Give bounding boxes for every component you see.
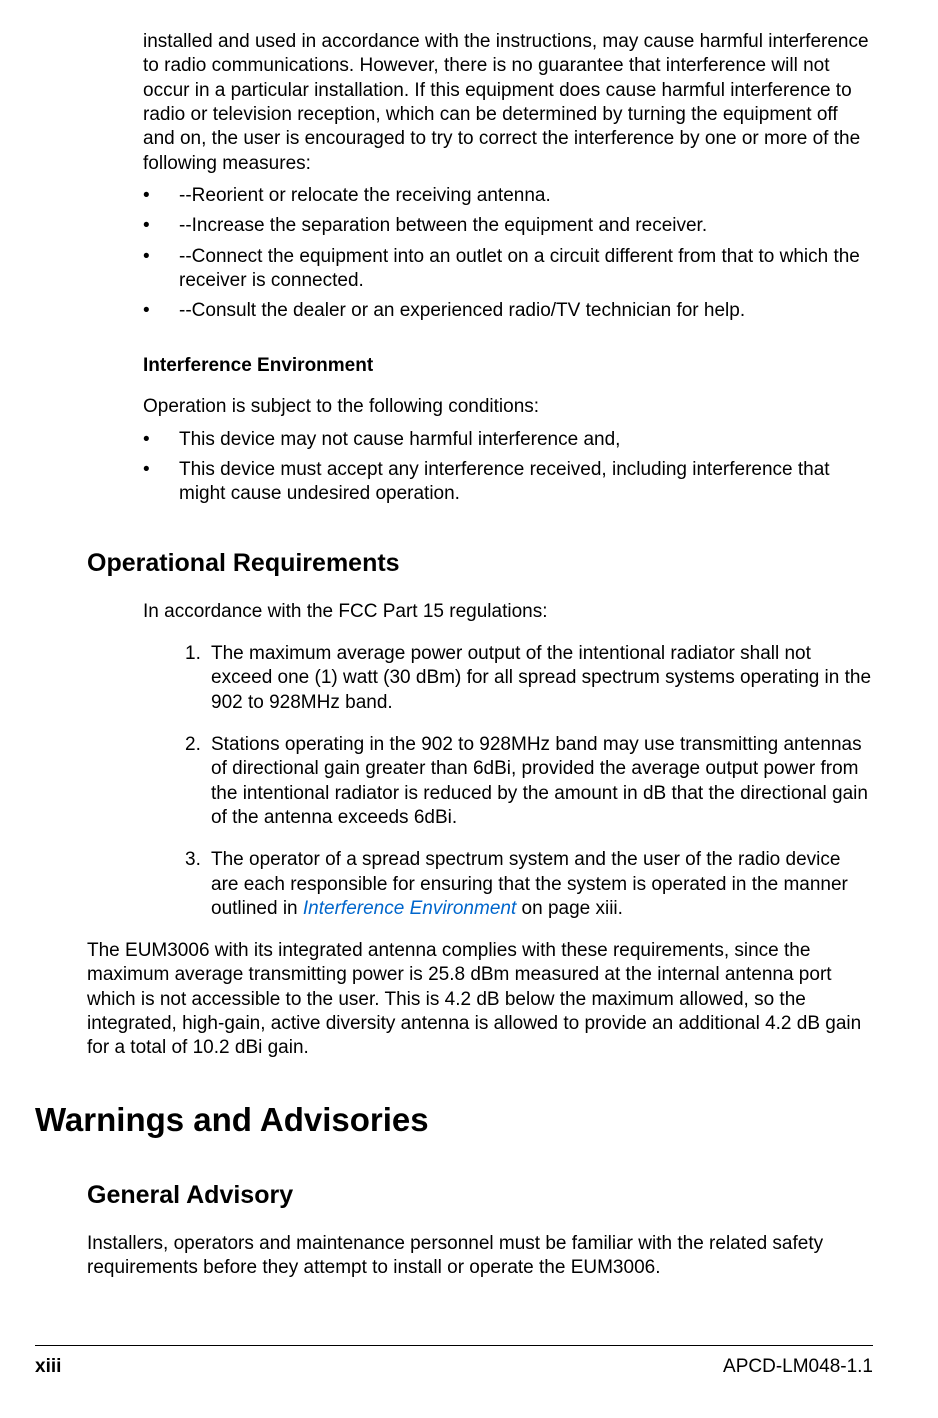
list-item-text: --Increase the separation between the eq… bbox=[179, 214, 873, 238]
list-item: 2.Stations operating in the 902 to 928MH… bbox=[185, 733, 873, 830]
bullet-icon: • bbox=[143, 214, 179, 238]
interference-intro: Operation is subject to the following co… bbox=[143, 395, 873, 419]
list-item-text: Stations operating in the 902 to 928MHz … bbox=[211, 733, 873, 830]
list-item: 1.The maximum average power output of th… bbox=[185, 642, 873, 715]
list-item-text: --Reorient or relocate the receiving ant… bbox=[179, 184, 873, 208]
list-item: 3.The operator of a spread spectrum syst… bbox=[185, 848, 873, 921]
op-req-closing-paragraph: The EUM3006 with its integrated antenna … bbox=[87, 939, 873, 1061]
footer-rule bbox=[35, 1345, 873, 1346]
list-number: 2. bbox=[185, 733, 211, 830]
list-item: •--Reorient or relocate the receiving an… bbox=[143, 184, 873, 208]
document-id: APCD-LM048-1.1 bbox=[723, 1356, 873, 1378]
bullet-icon: • bbox=[143, 428, 179, 452]
measures-list: •--Reorient or relocate the receiving an… bbox=[143, 184, 873, 324]
general-advisory-heading: General Advisory bbox=[87, 1181, 873, 1210]
list-item-text: --Connect the equipment into an outlet o… bbox=[179, 245, 873, 294]
list-item-text: The operator of a spread spectrum system… bbox=[211, 848, 873, 921]
page-content: installed and used in accordance with th… bbox=[0, 0, 938, 1280]
op-req-numbered-list: 1.The maximum average power output of th… bbox=[185, 642, 873, 921]
list-item: •--Increase the separation between the e… bbox=[143, 214, 873, 238]
page-footer: xiii APCD-LM048-1.1 bbox=[0, 1345, 938, 1378]
interference-environment-link[interactable]: Interference Environment bbox=[303, 898, 516, 919]
list-item-text: This device may not cause harmful interf… bbox=[179, 428, 873, 452]
list-item: •This device must accept any interferenc… bbox=[143, 458, 873, 507]
list-item-text: --Consult the dealer or an experienced r… bbox=[179, 299, 873, 323]
warnings-advisories-heading: Warnings and Advisories bbox=[35, 1101, 873, 1139]
op-req-intro: In accordance with the FCC Part 15 regul… bbox=[143, 600, 873, 624]
list-item: •This device may not cause harmful inter… bbox=[143, 428, 873, 452]
list-item: •--Consult the dealer or an experienced … bbox=[143, 299, 873, 323]
list-item: •--Connect the equipment into an outlet … bbox=[143, 245, 873, 294]
list-item-text: The maximum average power output of the … bbox=[211, 642, 873, 715]
page-number: xiii bbox=[35, 1356, 61, 1378]
interference-conditions-list: •This device may not cause harmful inter… bbox=[143, 428, 873, 507]
bullet-icon: • bbox=[143, 184, 179, 208]
op-req-item3-post: on page xiii. bbox=[516, 898, 623, 919]
bullet-icon: • bbox=[143, 458, 179, 507]
interference-environment-heading: Interference Environment bbox=[143, 355, 873, 377]
bullet-icon: • bbox=[143, 245, 179, 294]
general-advisory-paragraph: Installers, operators and maintenance pe… bbox=[87, 1232, 873, 1281]
document-page: installed and used in accordance with th… bbox=[0, 0, 938, 1418]
list-number: 1. bbox=[185, 642, 211, 715]
intro-paragraph: installed and used in accordance with th… bbox=[143, 30, 873, 176]
footer-row: xiii APCD-LM048-1.1 bbox=[35, 1356, 873, 1378]
bullet-icon: • bbox=[143, 299, 179, 323]
list-item-text: This device must accept any interference… bbox=[179, 458, 873, 507]
operational-requirements-heading: Operational Requirements bbox=[87, 549, 873, 578]
list-number: 3. bbox=[185, 848, 211, 921]
